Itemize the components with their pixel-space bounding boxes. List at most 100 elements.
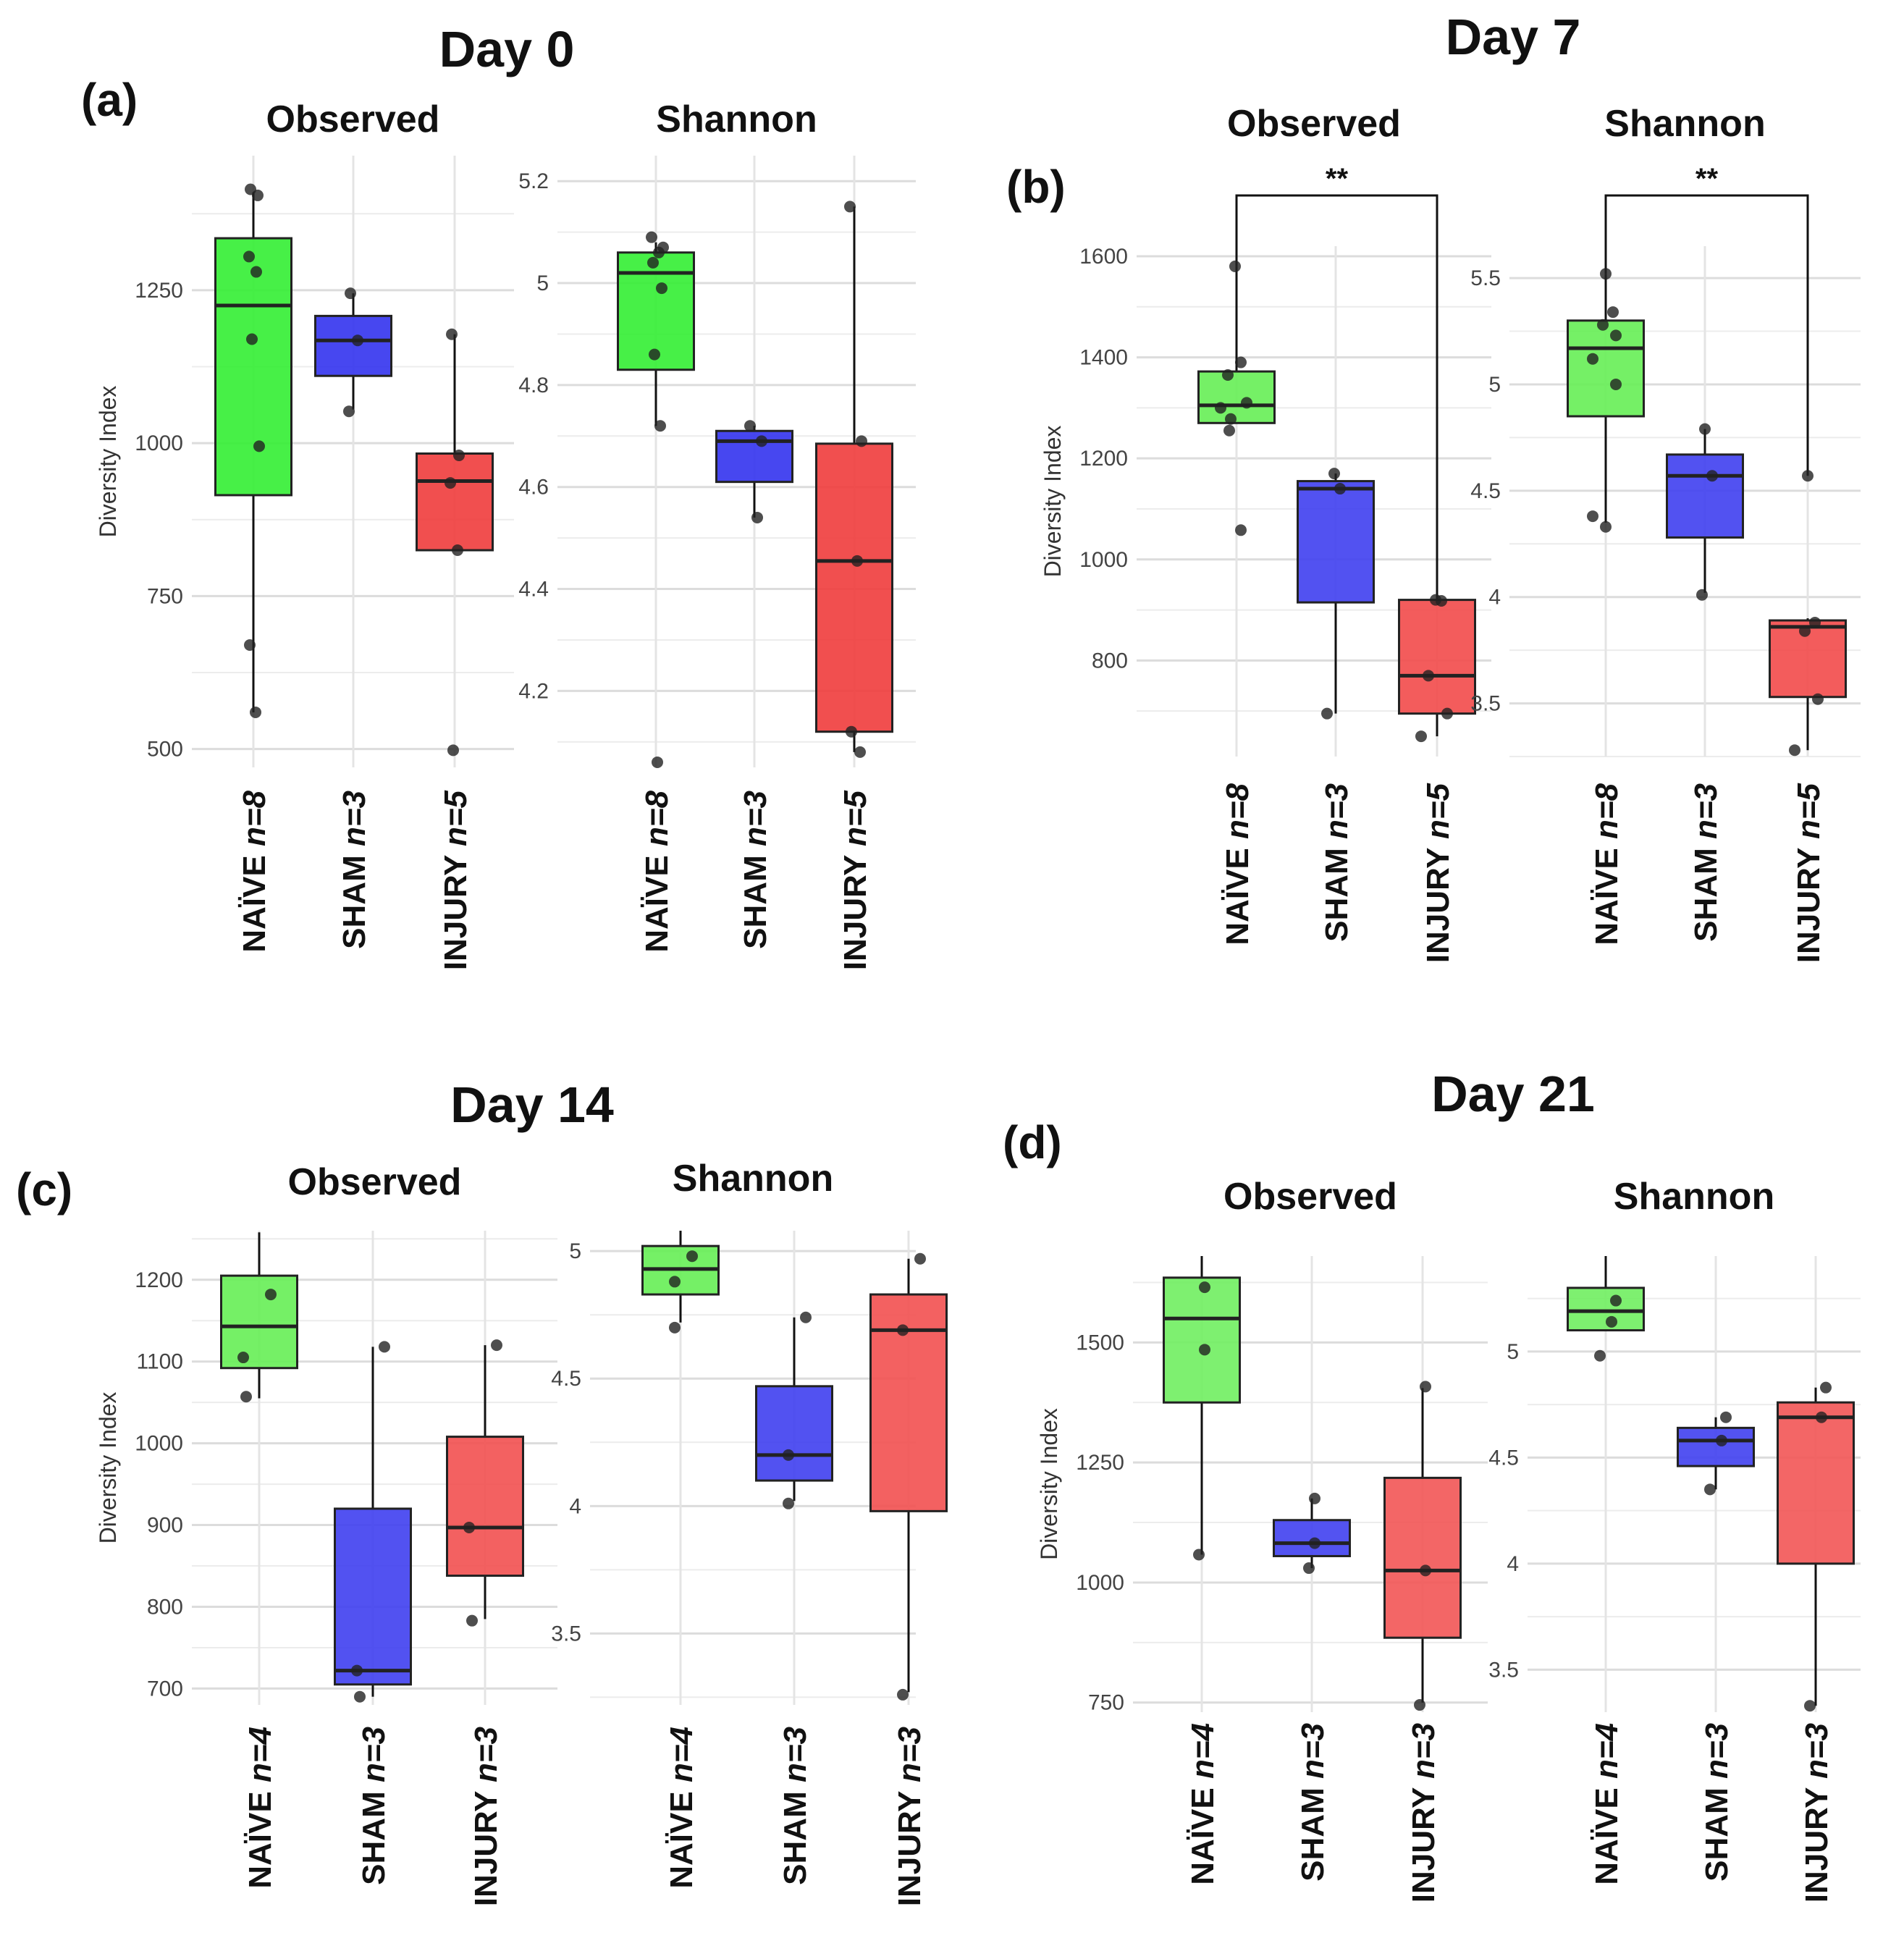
data-point bbox=[1716, 1434, 1727, 1446]
box-injury: INJURY n=5 bbox=[1769, 470, 1847, 963]
y-tick-label: 900 bbox=[147, 1514, 183, 1538]
y-tick-label: 800 bbox=[147, 1595, 183, 1619]
data-point bbox=[1789, 744, 1800, 757]
iqr-box bbox=[715, 429, 793, 484]
box-injury: INJURY n=3 bbox=[1383, 1381, 1462, 1903]
data-point bbox=[1235, 524, 1247, 536]
data-point bbox=[351, 1664, 363, 1677]
box-naive: NAÏVE n=4 bbox=[220, 1232, 298, 1889]
data-point bbox=[453, 450, 465, 462]
category-n: n=8 bbox=[639, 790, 675, 846]
y-tick-label: 700 bbox=[147, 1677, 183, 1701]
box-naive: NAÏVE n=4 bbox=[1567, 1256, 1645, 1885]
y-tick-label: 4.2 bbox=[518, 679, 549, 703]
day-title: Day 21 bbox=[1431, 1066, 1595, 1122]
data-point bbox=[1587, 353, 1598, 365]
y-tick-label: 4 bbox=[569, 1494, 581, 1518]
box-injury: INJURY n=3 bbox=[446, 1339, 524, 1906]
data-point bbox=[1809, 616, 1821, 628]
y-tick-label: 5 bbox=[569, 1239, 581, 1263]
iqr-box bbox=[446, 1436, 524, 1577]
y-tick-label: 1000 bbox=[135, 431, 183, 455]
data-point bbox=[669, 1276, 681, 1288]
data-point bbox=[246, 333, 258, 345]
plot-title: Shannon bbox=[1604, 103, 1765, 145]
data-point bbox=[1607, 306, 1619, 319]
category-label: NAÏVE n=8 bbox=[1589, 783, 1625, 945]
category-label: INJURY n=3 bbox=[892, 1727, 927, 1906]
panel-label: (d) bbox=[1003, 1116, 1062, 1168]
day-title: Day 14 bbox=[450, 1077, 614, 1133]
box-naive: NAÏVE n=8 bbox=[617, 231, 695, 953]
y-tick-label: 1100 bbox=[136, 1350, 183, 1374]
data-point bbox=[447, 744, 459, 757]
y-tick-label: 4.6 bbox=[518, 476, 549, 500]
y-tick-label: 800 bbox=[1092, 649, 1128, 673]
data-point bbox=[646, 231, 657, 243]
data-point bbox=[1441, 707, 1453, 720]
data-point bbox=[897, 1324, 909, 1336]
category-n: n=3 bbox=[356, 1727, 392, 1782]
category-label: INJURY n=5 bbox=[1420, 783, 1456, 963]
box-sham: SHAM n=3 bbox=[1297, 468, 1375, 942]
category-label: NAÏVE n=4 bbox=[1589, 1723, 1625, 1885]
category-label: SHAM n=3 bbox=[1699, 1723, 1735, 1882]
data-point bbox=[669, 1321, 681, 1334]
data-point bbox=[647, 256, 659, 269]
category-group: SHAM bbox=[1688, 839, 1724, 942]
category-n: n=3 bbox=[468, 1727, 504, 1782]
category-n: n=3 bbox=[1699, 1723, 1735, 1779]
data-point bbox=[1223, 424, 1235, 437]
y-tick-label: 4.4 bbox=[518, 578, 549, 602]
category-group: INJURY bbox=[1799, 1779, 1835, 1903]
y-axis-title: Diversity Index bbox=[95, 386, 121, 538]
iqr-box bbox=[416, 452, 494, 552]
category-n: n=3 bbox=[1319, 783, 1355, 839]
box-sham: SHAM n=3 bbox=[715, 420, 793, 949]
data-point bbox=[1225, 413, 1237, 425]
category-n: n=3 bbox=[1799, 1723, 1835, 1779]
data-point bbox=[250, 706, 261, 718]
data-point bbox=[656, 282, 667, 295]
iqr-box bbox=[1567, 319, 1645, 418]
iqr-box bbox=[1163, 1276, 1241, 1404]
data-point bbox=[1594, 1349, 1606, 1362]
y-tick-label: 5.2 bbox=[518, 169, 549, 193]
data-point bbox=[744, 420, 756, 432]
category-label: SHAM n=3 bbox=[1295, 1723, 1331, 1882]
data-point bbox=[1303, 1562, 1315, 1575]
data-point bbox=[1199, 1344, 1210, 1356]
plot-title: Observed bbox=[1227, 103, 1401, 145]
y-tick-label: 750 bbox=[1088, 1691, 1124, 1715]
category-label: SHAM n=3 bbox=[778, 1727, 813, 1885]
y-tick-label: 4.5 bbox=[1488, 1446, 1519, 1470]
data-point bbox=[800, 1311, 812, 1323]
category-label: SHAM n=3 bbox=[1319, 783, 1355, 942]
plot-title: Observed bbox=[1223, 1176, 1397, 1218]
category-label: INJURY n=5 bbox=[838, 790, 873, 970]
box-sham: SHAM n=3 bbox=[755, 1311, 833, 1885]
data-point bbox=[686, 1250, 698, 1263]
iqr-box bbox=[755, 1385, 833, 1482]
category-group: SHAM bbox=[778, 1782, 813, 1885]
y-tick-label: 4 bbox=[1507, 1552, 1519, 1576]
data-point bbox=[1706, 470, 1718, 482]
data-point bbox=[446, 328, 458, 340]
category-group: SHAM bbox=[337, 846, 372, 949]
data-point bbox=[240, 1391, 252, 1403]
data-point bbox=[237, 1352, 249, 1364]
data-point bbox=[652, 756, 663, 768]
iqr-box bbox=[1383, 1476, 1462, 1639]
box-injury: INJURY n=5 bbox=[416, 328, 494, 970]
box-naive: NAÏVE n=4 bbox=[1163, 1256, 1241, 1885]
category-n: n=3 bbox=[1688, 783, 1724, 839]
data-point bbox=[756, 435, 767, 447]
category-group: INJURY bbox=[838, 846, 873, 970]
category-label: NAÏVE n=8 bbox=[1220, 783, 1255, 945]
data-point bbox=[1229, 260, 1241, 272]
significance-label: ** bbox=[1696, 163, 1719, 195]
data-point bbox=[1215, 402, 1226, 414]
iqr-box bbox=[1273, 1519, 1351, 1557]
data-point bbox=[1420, 1381, 1431, 1393]
